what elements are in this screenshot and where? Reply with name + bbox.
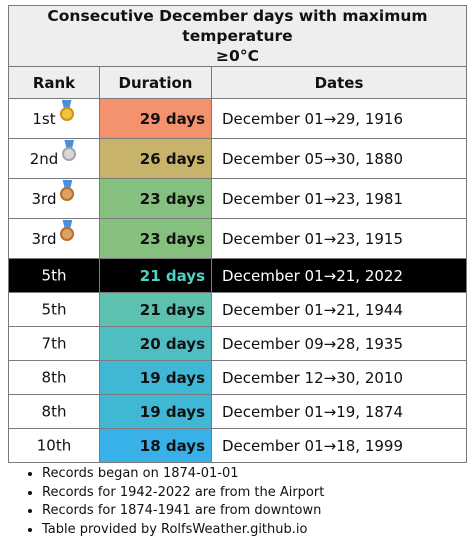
duration-cell: 23 days	[99, 218, 212, 259]
table-title-line-1: Consecutive December days with maximum t…	[47, 7, 428, 45]
records-table: Consecutive December days with maximum t…	[8, 5, 467, 463]
rank-label: 5th	[41, 300, 67, 319]
table-row: 8th 19 days December 12→30, 2010	[8, 360, 467, 395]
dates-cell: December 01→18, 1999	[211, 428, 467, 463]
table-row: 3rd 23 days December 01→23, 1915	[8, 218, 467, 259]
table-title: Consecutive December days with maximum t…	[8, 5, 467, 67]
duration-cell: 23 days	[99, 178, 212, 219]
rank-cell: 10th	[8, 428, 100, 463]
header-row: Rank Duration Dates	[8, 66, 467, 99]
table-row: 1st 29 days December 01→29, 1916	[8, 98, 467, 139]
table-row: 5th 21 days December 01→21, 1944	[8, 292, 467, 327]
rank-cell: 8th	[8, 394, 100, 429]
table-title-line-2: ≥0°C	[216, 47, 259, 65]
rank-label: 3rd	[31, 229, 57, 248]
note-item: Records began on 1874-01-01	[42, 465, 324, 484]
duration-cell: 18 days	[99, 428, 212, 463]
table-row: 8th 19 days December 01→19, 1874	[8, 394, 467, 429]
duration-cell: 19 days	[99, 394, 212, 429]
duration-cell: 21 days	[99, 258, 212, 293]
bronze-medal-icon	[58, 219, 76, 246]
gold-medal-icon	[58, 99, 76, 126]
rank-label: 5th	[41, 266, 67, 285]
dates-cell: December 01→21, 1944	[211, 292, 467, 327]
title-row: Consecutive December days with maximum t…	[8, 5, 467, 67]
dates-cell: December 05→30, 1880	[211, 138, 467, 179]
dates-cell: December 01→21, 2022	[211, 258, 467, 293]
note-item: Table provided by RolfsWeather.github.io	[42, 521, 324, 540]
notes-list: Records began on 1874-01-01 Records for …	[20, 465, 324, 539]
table-row-highlighted: 5th 21 days December 01→21, 2022	[8, 258, 467, 293]
rank-cell: 3rd	[8, 178, 100, 219]
rank-cell: 5th	[8, 292, 100, 327]
note-item: Records for 1874-1941 are from downtown	[42, 502, 324, 521]
table-row: 10th 18 days December 01→18, 1999	[8, 428, 467, 463]
rank-cell: 7th	[8, 326, 100, 361]
rank-label: 10th	[36, 436, 72, 455]
dates-cell: December 01→23, 1915	[211, 218, 467, 259]
rank-label: 1st	[32, 109, 56, 128]
table-row: 3rd 23 days December 01→23, 1981	[8, 178, 467, 219]
rank-label: 2nd	[29, 149, 59, 168]
header-dates: Dates	[211, 66, 467, 99]
rank-label: 3rd	[31, 189, 57, 208]
duration-cell: 21 days	[99, 292, 212, 327]
dates-cell: December 01→23, 1981	[211, 178, 467, 219]
header-rank: Rank	[8, 66, 100, 99]
rank-cell: 1st	[8, 98, 100, 139]
dates-cell: December 12→30, 2010	[211, 360, 467, 395]
note-item: Records for 1942-2022 are from the Airpo…	[42, 484, 324, 503]
dates-cell: December 01→19, 1874	[211, 394, 467, 429]
rank-cell: 3rd	[8, 218, 100, 259]
rank-cell: 8th	[8, 360, 100, 395]
rank-cell: 2nd	[8, 138, 100, 179]
duration-cell: 19 days	[99, 360, 212, 395]
rank-label: 8th	[41, 402, 67, 421]
table-row: 2nd 26 days December 05→30, 1880	[8, 138, 467, 179]
duration-cell: 26 days	[99, 138, 212, 179]
dates-cell: December 09→28, 1935	[211, 326, 467, 361]
rank-label: 8th	[41, 368, 67, 387]
header-duration: Duration	[99, 66, 212, 99]
rank-cell: 5th	[8, 258, 100, 293]
bronze-medal-icon	[58, 179, 76, 206]
silver-medal-icon	[60, 139, 78, 166]
duration-cell: 20 days	[99, 326, 212, 361]
dates-cell: December 01→29, 1916	[211, 98, 467, 139]
rank-label: 7th	[41, 334, 67, 353]
duration-cell: 29 days	[99, 98, 212, 139]
table-row: 7th 20 days December 09→28, 1935	[8, 326, 467, 361]
